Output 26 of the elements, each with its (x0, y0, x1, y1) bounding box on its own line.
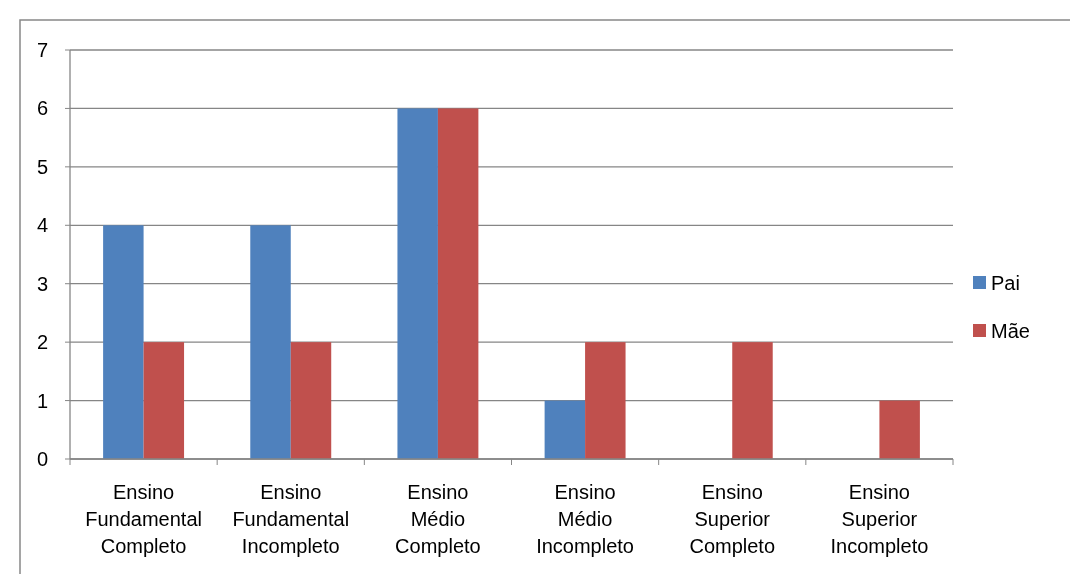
y-tick-label: 0 (36, 448, 48, 470)
y-tick-label: 1 (36, 389, 48, 412)
legend-label: Pai (991, 272, 1020, 294)
bar (143, 342, 185, 459)
y-tick-label: 3 (36, 272, 48, 295)
bar (544, 400, 586, 459)
bar (290, 342, 332, 459)
x-tick-label: Ensino Médio Completo (395, 481, 481, 557)
y-tick-label: 7 (36, 39, 48, 61)
x-tick-label: Ensino Fundamental Incompleto (232, 481, 350, 557)
bar (585, 342, 626, 459)
y-tick-label: 4 (36, 214, 48, 237)
x-tick-label: Ensino Fundamental Completo (85, 481, 202, 557)
x-tick-label: Ensino Superior Incompleto (830, 481, 929, 557)
bar (879, 400, 920, 459)
bar (437, 108, 479, 459)
bar (397, 108, 438, 459)
x-tick-label: Ensino Médio Incompleto (536, 481, 635, 557)
y-tick-label: 6 (36, 97, 48, 120)
bar (732, 342, 773, 459)
y-tick-label: 2 (36, 331, 48, 354)
x-tick-label: Ensino Superior Completo (689, 481, 776, 557)
bar (103, 225, 144, 459)
y-tick-label: 5 (36, 155, 48, 178)
bar (250, 225, 291, 459)
legend-label: Mãe (991, 320, 1030, 342)
